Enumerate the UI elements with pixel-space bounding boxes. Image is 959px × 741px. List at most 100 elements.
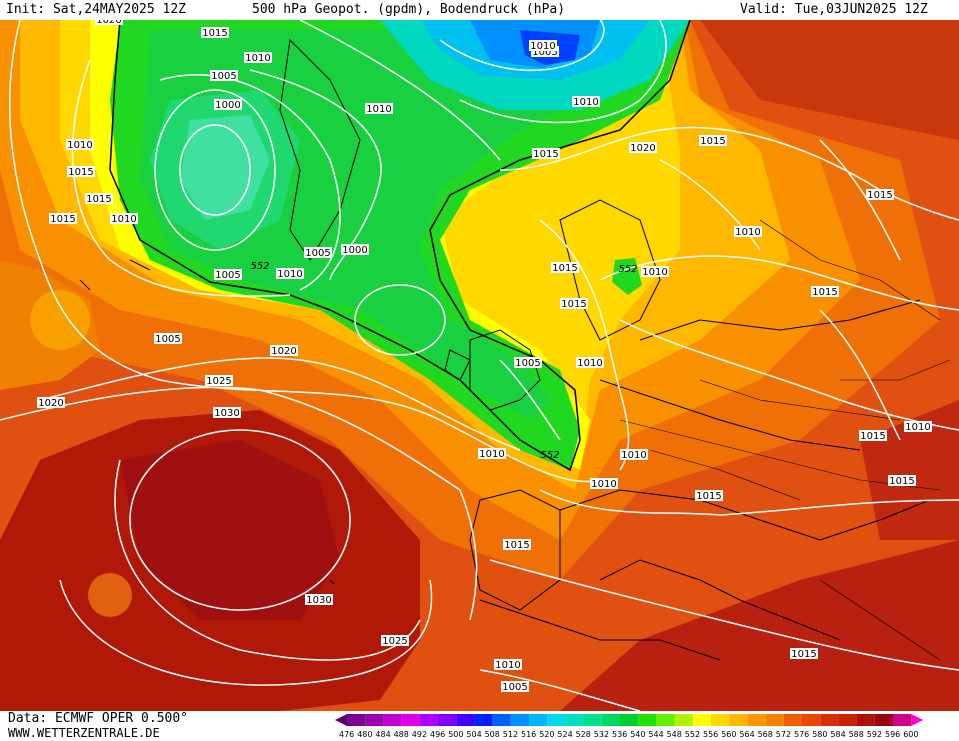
legend-swatch (802, 714, 821, 726)
isobar-label: 1010 (735, 227, 760, 238)
isobar-label: 1025 (382, 636, 407, 647)
isobar-label: 1020 (38, 398, 63, 409)
legend-swatch (401, 714, 420, 726)
isobar-label: 1020 (630, 143, 655, 154)
isobar-label: 1005 (211, 71, 236, 82)
contour-552-label: 552 (250, 261, 269, 272)
isobar-label: 1010 (366, 104, 391, 115)
legend-swatch (656, 714, 675, 726)
legend-swatch (492, 714, 511, 726)
legend-swatch (893, 714, 912, 726)
legend-tick-label: 584 (830, 730, 846, 739)
isobar-label: 1010 (577, 358, 602, 369)
color-scale-legend (335, 714, 924, 726)
legend-swatch (711, 714, 730, 726)
isobar-label: 1030 (214, 408, 239, 419)
legend-swatch (601, 714, 620, 726)
legend-swatch (820, 714, 839, 726)
legend-tick-label: 580 (812, 730, 828, 739)
legend-tick-label: 540 (630, 730, 646, 739)
legend-swatch (692, 714, 711, 726)
isobar-label: 1015 (700, 136, 725, 147)
legend-tick-label: 520 (539, 730, 555, 739)
legend-tick-label: 528 (575, 730, 591, 739)
isobar-label: 1010 (495, 660, 520, 671)
legend-swatch (729, 714, 748, 726)
legend-tick-label: 568 (757, 730, 773, 739)
legend-tick-label: 512 (502, 730, 519, 739)
isobar-label: 1015 (889, 476, 914, 487)
contour-552-label: 552 (618, 264, 637, 275)
isobar-label: 1015 (812, 287, 837, 298)
legend-tick-label: 560 (721, 730, 737, 739)
legend-swatch (783, 714, 802, 726)
legend-tick-label: 476 (339, 730, 355, 739)
legend-tick-label: 552 (684, 730, 701, 739)
isobar-label: 1000 (342, 245, 367, 256)
legend-tick-label: 488 (393, 730, 409, 739)
legend-swatch (383, 714, 402, 726)
init-time: Init: Sat,24MAY2025 12Z (6, 2, 187, 17)
legend-swatch (419, 714, 438, 726)
isobar-label: 1010 (277, 269, 302, 280)
legend-tick-label: 576 (794, 730, 810, 739)
isobar-label: 1010 (245, 53, 270, 64)
legend-tick-label: 548 (666, 730, 682, 739)
geopotential-map: 1020 1015 1010 1005 1000 1010 1005 1010 … (0, 20, 959, 711)
legend-swatch (438, 714, 457, 726)
isobar-label: 1015 (791, 649, 816, 660)
isobar-label: 1005 (305, 248, 330, 259)
legend-arrow-right (911, 714, 924, 726)
isobar-label: 1015 (561, 299, 586, 310)
legend-tick-label: 492 (411, 730, 428, 739)
legend-tick-label: 480 (357, 730, 373, 739)
isobar-label: 1015 (696, 491, 721, 502)
legend-tick-label: 572 (775, 730, 792, 739)
isobar-label: 1015 (68, 167, 93, 178)
legend-swatch (347, 714, 366, 726)
legend-swatch (747, 714, 766, 726)
legend-swatch (856, 714, 875, 726)
header-bar: Init: Sat,24MAY2025 12Z 500 hPa Geopot. … (0, 0, 959, 20)
website-credit: WWW.WETTERZENTRALE.DE (8, 726, 160, 740)
legend-swatch (620, 714, 639, 726)
legend-swatch (874, 714, 893, 726)
legend-tick-label: 596 (885, 730, 901, 739)
isobar-label: 1020 (96, 20, 121, 26)
isobar-label: 1025 (206, 376, 231, 387)
legend-tick-label: 500 (448, 730, 464, 739)
isobar-label: 1010 (642, 267, 667, 278)
isobar-label: 1010 (530, 41, 555, 52)
valid-time: Valid: Tue,03JUN2025 12Z (740, 2, 928, 17)
legend-swatch (765, 714, 784, 726)
legend-tick-label: 508 (484, 730, 500, 739)
legend-tick-label: 496 (430, 730, 446, 739)
isobar-label: 1010 (591, 479, 616, 490)
isobar-label: 1015 (504, 540, 529, 551)
legend-swatch (365, 714, 384, 726)
legend-swatch (474, 714, 493, 726)
isobar-label: 1010 (67, 140, 92, 151)
legend-swatch (510, 714, 529, 726)
legend-tick-label: 544 (648, 730, 664, 739)
isobar-label: 1015 (860, 431, 885, 442)
legend-tick-label: 504 (466, 730, 482, 739)
isobar-label: 1005 (502, 682, 527, 693)
isobar-label: 1010 (621, 450, 646, 461)
isobar-label: 1015 (202, 28, 227, 39)
map-canvas: 1020 1015 1010 1005 1000 1010 1005 1010 … (0, 20, 959, 711)
isobar-label: 1015 (533, 149, 558, 160)
legend-swatch (547, 714, 566, 726)
legend-swatch (565, 714, 584, 726)
isobar-label: 1005 (515, 358, 540, 369)
map-title: 500 hPa Geopot. (gpdm), Bodendruck (hPa) (252, 2, 566, 17)
isobar-label: 1015 (86, 194, 111, 205)
legend-tick-label: 592 (866, 730, 883, 739)
isobar-label: 1020 (271, 346, 296, 357)
isobar-label: 1005 (215, 270, 240, 281)
legend-swatch (583, 714, 602, 726)
legend-tick-label: 484 (375, 730, 391, 739)
isobar-label: 1015 (50, 214, 75, 225)
legend-swatch (529, 714, 548, 726)
isobar-label: 1010 (573, 97, 598, 108)
